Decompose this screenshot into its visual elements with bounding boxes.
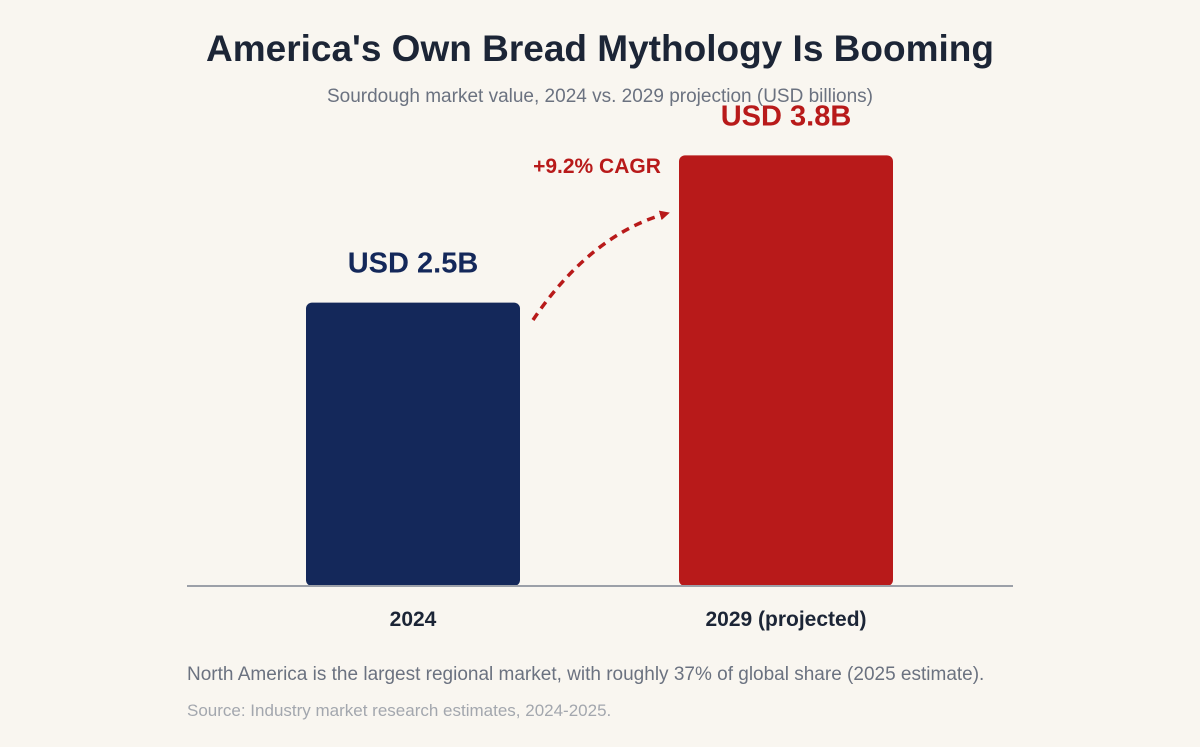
chart-subtitle: Sourdough market value, 2024 vs. 2029 pr… [326, 86, 874, 107]
bar-2024 [306, 302, 520, 586]
footnote: North America is the largest regional ma… [187, 664, 985, 685]
value-label: USD 2.5B [348, 248, 479, 280]
cagr-annotation: +9.2% CAGR [533, 155, 661, 178]
chart-title: America's Own Bread Mythology Is Booming [206, 28, 994, 69]
source-note: Source: Industry market research estimat… [187, 701, 612, 720]
value-label: USD 3.8B [721, 100, 852, 132]
bar-2029 [679, 155, 893, 587]
cagr-arrow [531, 210, 670, 321]
category-label: 2029 (projected) [705, 608, 866, 631]
category-label: 2024 [390, 608, 437, 631]
